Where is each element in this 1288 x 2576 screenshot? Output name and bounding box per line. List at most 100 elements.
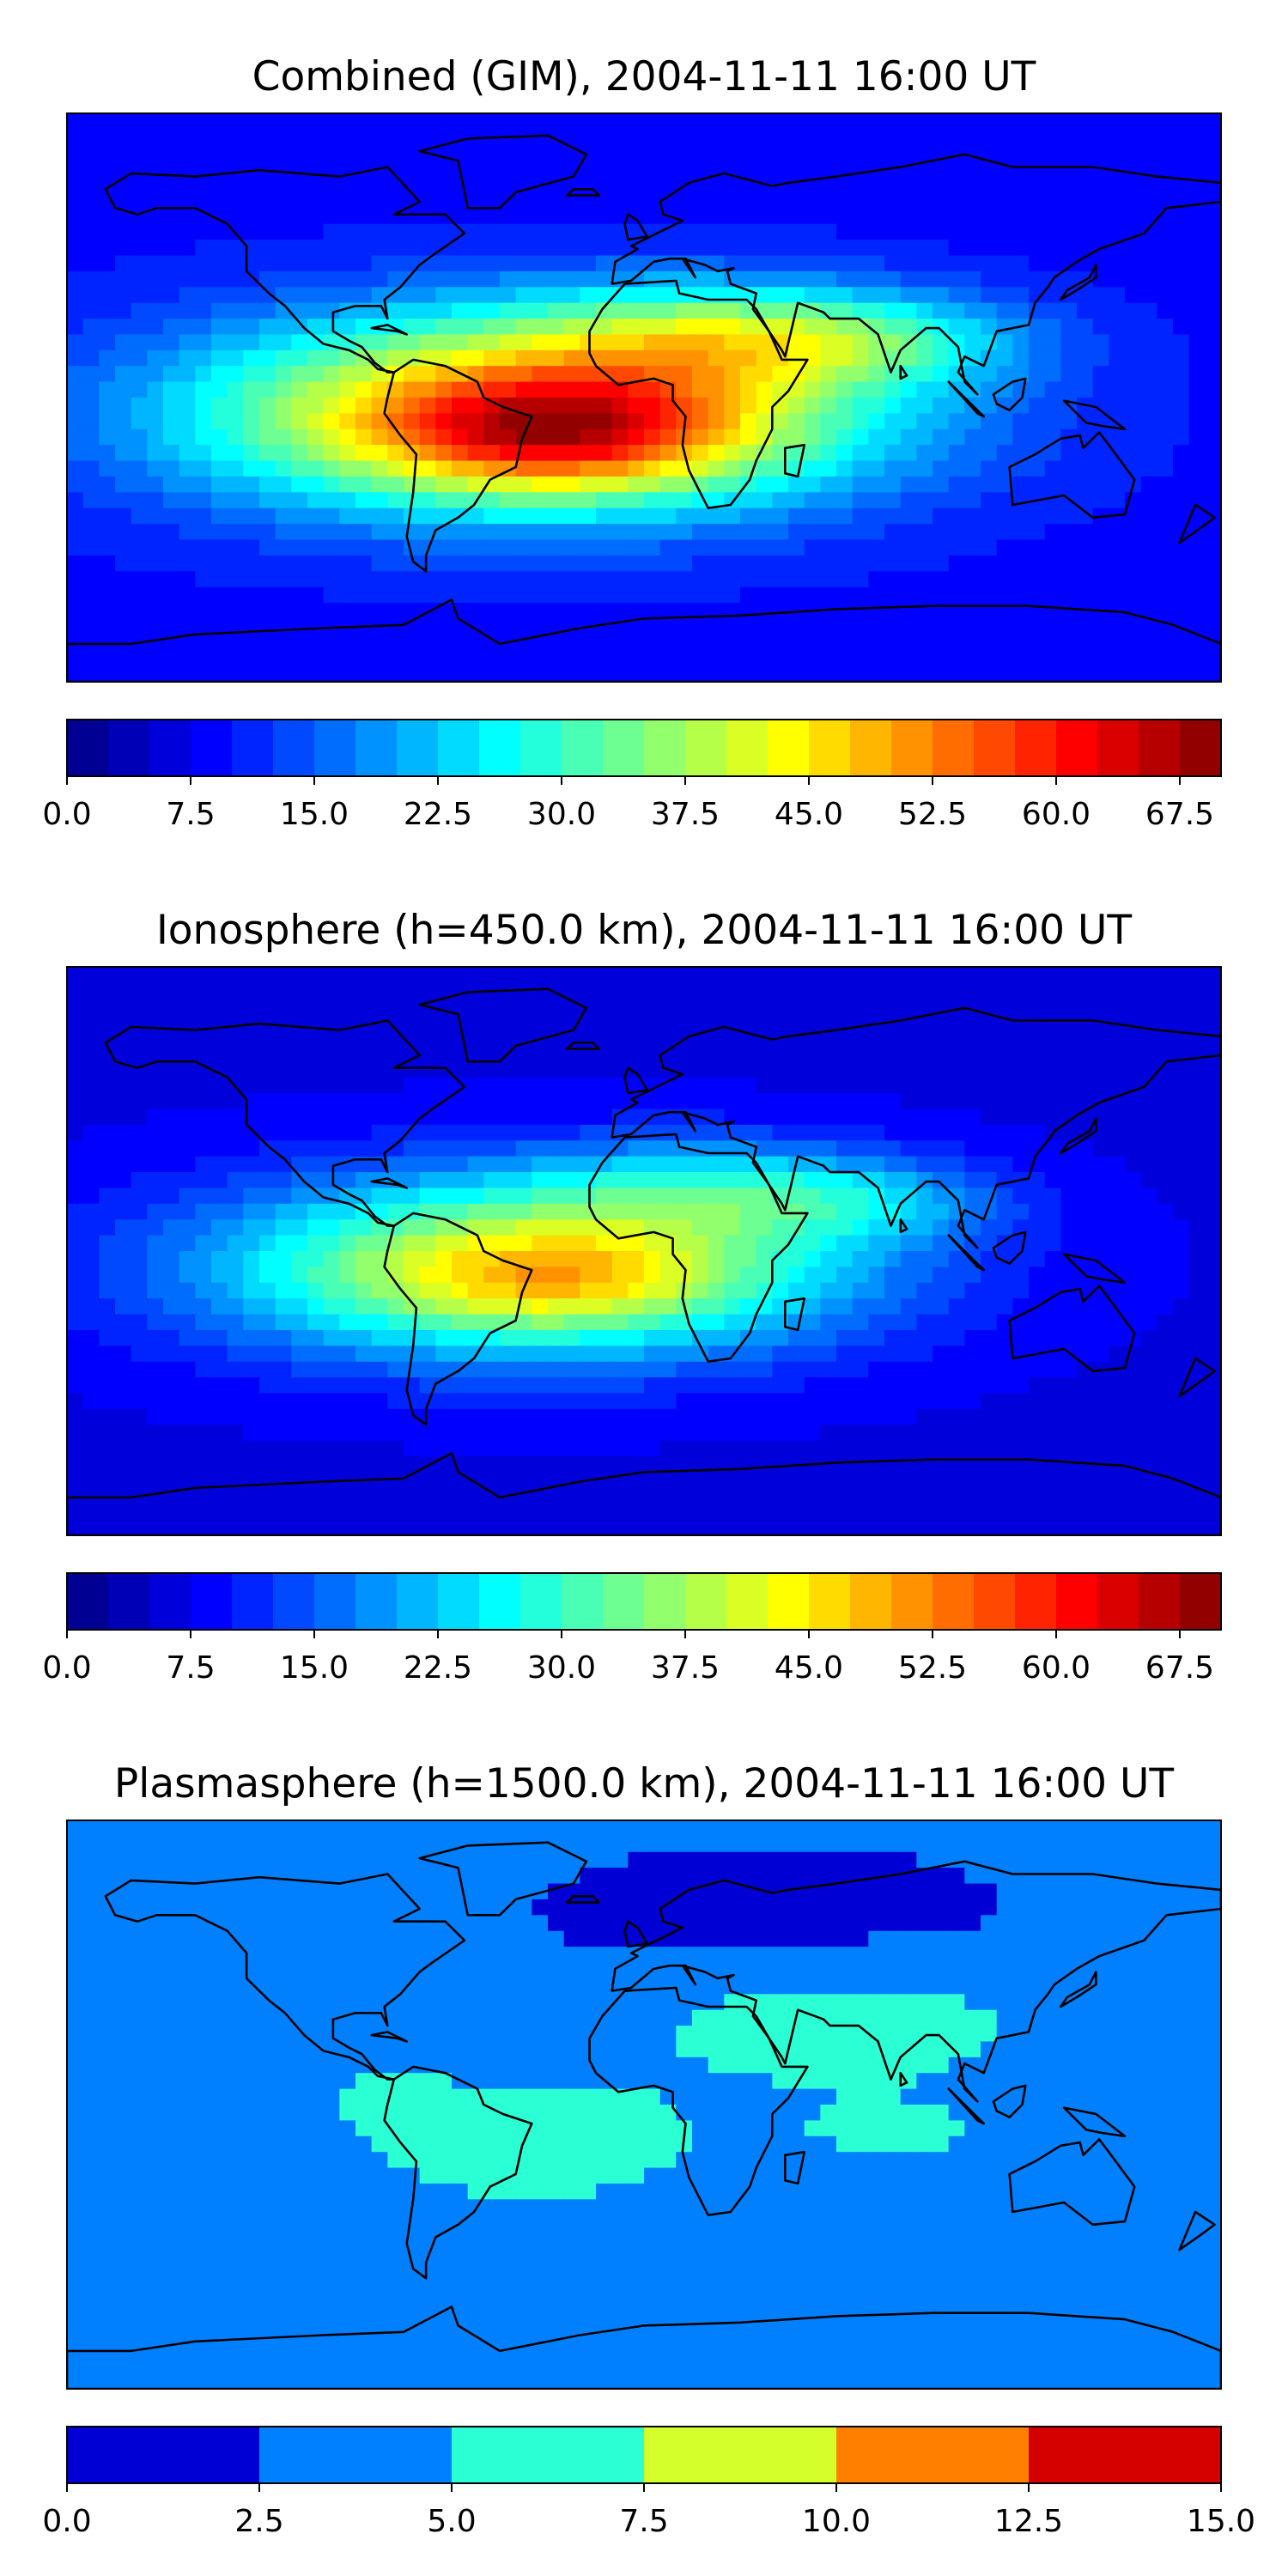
field-cell bbox=[99, 1361, 116, 1378]
field-cell bbox=[756, 366, 773, 383]
field-cell bbox=[147, 1456, 164, 1473]
field-cell bbox=[1188, 1408, 1206, 1425]
field-cell bbox=[131, 1124, 148, 1141]
field-cell bbox=[483, 1061, 501, 1078]
field-cell bbox=[1173, 1440, 1190, 1457]
field-cell bbox=[884, 1077, 902, 1094]
field-cell bbox=[82, 1124, 100, 1141]
field-cell bbox=[1092, 1077, 1109, 1094]
field-cell bbox=[740, 428, 757, 446]
field-cell bbox=[291, 334, 308, 351]
field-cell bbox=[355, 476, 373, 493]
field-cell bbox=[981, 302, 998, 319]
field-cell bbox=[820, 460, 837, 477]
field-cell bbox=[1157, 1188, 1174, 1205]
field-cell bbox=[1012, 1030, 1030, 1047]
field-cell bbox=[452, 287, 469, 304]
field-cell bbox=[772, 555, 789, 572]
field-cell bbox=[772, 1156, 789, 1173]
field-cell bbox=[1125, 1124, 1142, 1141]
field-cell bbox=[852, 1061, 869, 1078]
field-cell bbox=[1205, 982, 1221, 999]
field-cell bbox=[211, 113, 228, 130]
field-cell bbox=[611, 1030, 629, 1047]
field-cell bbox=[179, 1346, 196, 1363]
field-cell bbox=[1157, 445, 1174, 462]
field-cell bbox=[99, 1346, 116, 1363]
field-cell bbox=[259, 476, 276, 493]
field-cell bbox=[82, 634, 100, 651]
field-cell bbox=[323, 1172, 340, 1189]
field-cell bbox=[419, 428, 436, 446]
field-cell bbox=[82, 1298, 100, 1315]
field-cell bbox=[708, 176, 725, 193]
field-cell bbox=[756, 1251, 773, 1267]
field-cell bbox=[563, 476, 580, 493]
field-cell bbox=[163, 413, 180, 430]
field-cell bbox=[163, 1140, 180, 1157]
field-cell bbox=[515, 492, 532, 509]
field-cell bbox=[1140, 144, 1157, 161]
field-cell bbox=[483, 349, 501, 367]
field-cell bbox=[419, 129, 436, 146]
field-cell bbox=[788, 349, 805, 367]
field-cell bbox=[563, 1203, 580, 1220]
field-cell bbox=[852, 1045, 869, 1062]
field-cell bbox=[659, 270, 677, 288]
field-cell bbox=[371, 255, 388, 272]
field-cell bbox=[1012, 287, 1030, 304]
field-cell bbox=[243, 555, 260, 572]
field-cell bbox=[644, 603, 661, 620]
field-cell bbox=[1188, 1440, 1206, 1457]
field-cell bbox=[740, 381, 757, 398]
field-cell bbox=[852, 982, 869, 999]
field-cell bbox=[548, 223, 565, 240]
field-cell bbox=[371, 1298, 388, 1315]
field-cell bbox=[195, 428, 212, 446]
field-cell bbox=[692, 524, 709, 541]
field-cell bbox=[981, 319, 998, 336]
field-cell bbox=[676, 319, 693, 336]
field-cell bbox=[1205, 445, 1221, 462]
field-cell bbox=[115, 1077, 132, 1094]
field-cell bbox=[1012, 1203, 1030, 1220]
field-cell bbox=[756, 524, 773, 541]
field-cell bbox=[1125, 366, 1142, 383]
field-cell bbox=[692, 967, 709, 983]
field-cell bbox=[1173, 176, 1190, 193]
field-cell bbox=[948, 967, 965, 983]
field-cell bbox=[532, 665, 549, 682]
field-cell bbox=[195, 1235, 212, 1252]
field-cell bbox=[291, 1093, 308, 1110]
field-cell bbox=[532, 287, 549, 304]
field-cell bbox=[291, 191, 308, 209]
field-cell bbox=[740, 1093, 757, 1110]
field-cell bbox=[611, 967, 629, 983]
field-cell bbox=[1157, 270, 1174, 288]
field-cell bbox=[628, 1188, 645, 1205]
field-cell bbox=[275, 618, 292, 635]
field-cell bbox=[259, 144, 276, 161]
field-cell bbox=[275, 524, 292, 541]
field-cell bbox=[933, 1235, 950, 1252]
field-cell bbox=[339, 1408, 356, 1425]
field-cell bbox=[884, 1314, 902, 1331]
field-cell bbox=[692, 144, 709, 161]
field-cell bbox=[1044, 998, 1061, 1015]
field-cell bbox=[1029, 1172, 1046, 1189]
field-cell bbox=[532, 129, 549, 146]
field-cell bbox=[981, 634, 998, 651]
field-cell bbox=[964, 982, 981, 999]
field-cell bbox=[708, 302, 725, 319]
field-cell bbox=[179, 255, 196, 272]
field-cell bbox=[532, 302, 549, 319]
field-cell bbox=[532, 586, 549, 604]
field-cell bbox=[611, 366, 629, 383]
field-cell bbox=[291, 618, 308, 635]
field-cell bbox=[355, 1267, 373, 1284]
field-cell bbox=[452, 334, 469, 351]
field-cell bbox=[563, 1219, 580, 1236]
field-cell bbox=[596, 618, 613, 635]
field-cell bbox=[67, 1472, 84, 1489]
field-cell bbox=[981, 1425, 998, 1442]
